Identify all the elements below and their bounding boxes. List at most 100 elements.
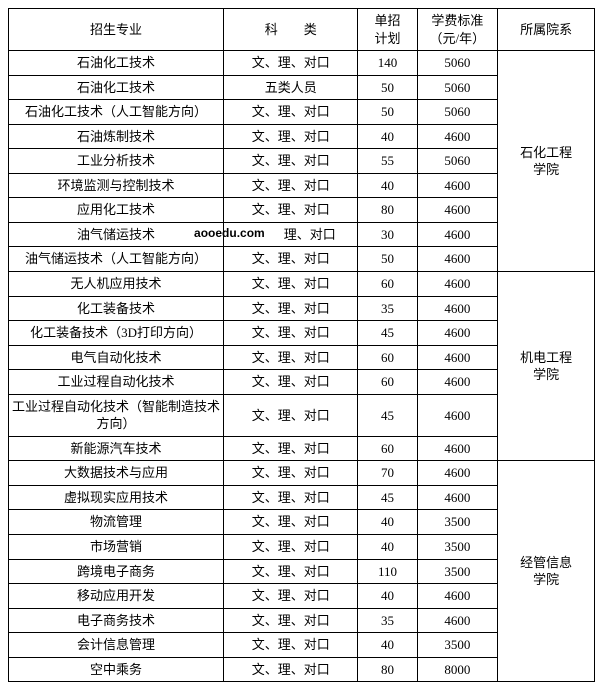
header-category: 科 类 bbox=[224, 9, 358, 51]
cell-major: 移动应用开发 bbox=[9, 584, 224, 609]
cell-tuition: 4600 bbox=[417, 272, 498, 297]
cell-category: 文、理、对口 bbox=[224, 394, 358, 436]
cell-category: 文、理、对口 bbox=[224, 124, 358, 149]
cell-category: 文、理、对口 bbox=[224, 100, 358, 125]
cell-tuition: 4600 bbox=[417, 124, 498, 149]
table-row: 无人机应用技术文、理、对口604600机电工程学院 bbox=[9, 272, 595, 297]
cell-tuition: 4600 bbox=[417, 485, 498, 510]
cell-plan: 40 bbox=[358, 510, 417, 535]
cell-plan: 55 bbox=[358, 149, 417, 174]
cell-tuition: 4600 bbox=[417, 173, 498, 198]
cell-category: 文、理、对口 bbox=[224, 51, 358, 76]
cell-category: 文、理、对口 bbox=[224, 345, 358, 370]
cell-category: 文、理、对口 bbox=[224, 485, 358, 510]
cell-tuition: 4600 bbox=[417, 198, 498, 223]
cell-tuition: 3500 bbox=[417, 510, 498, 535]
cell-category: 文、理、对口 bbox=[224, 272, 358, 297]
cell-category: 文、理、对口 bbox=[224, 198, 358, 223]
cell-major: 跨境电子商务 bbox=[9, 559, 224, 584]
cell-major: 油气储运技术 bbox=[9, 222, 224, 247]
header-tuition: 学费标准（元/年） bbox=[417, 9, 498, 51]
cell-plan: 40 bbox=[358, 584, 417, 609]
cell-major: 工业过程自动化技术（智能制造技术方向） bbox=[9, 394, 224, 436]
cell-major: 石油化工技术 bbox=[9, 51, 224, 76]
cell-plan: 110 bbox=[358, 559, 417, 584]
cell-department: 石化工程学院 bbox=[498, 51, 595, 272]
cell-category: 五类人员 bbox=[224, 75, 358, 100]
cell-category: 文、理、对口 bbox=[224, 584, 358, 609]
header-plan: 单招计划 bbox=[358, 9, 417, 51]
cell-tuition: 4600 bbox=[417, 394, 498, 436]
cell-major: 新能源汽车技术 bbox=[9, 436, 224, 461]
cell-tuition: 5060 bbox=[417, 75, 498, 100]
cell-plan: 40 bbox=[358, 124, 417, 149]
cell-category: 文、理、对口 bbox=[224, 633, 358, 658]
cell-category: 文、理、对口 bbox=[224, 321, 358, 346]
cell-tuition: 4600 bbox=[417, 222, 498, 247]
cell-major: 化工装备技术（3D打印方向） bbox=[9, 321, 224, 346]
cell-plan: 50 bbox=[358, 75, 417, 100]
cell-plan: 35 bbox=[358, 608, 417, 633]
cell-category: 文、理、对口 bbox=[224, 510, 358, 535]
cell-category: 文、理、对口 bbox=[224, 173, 358, 198]
cell-category: 文、理、对口 bbox=[224, 370, 358, 395]
cell-plan: 60 bbox=[358, 370, 417, 395]
cell-plan: 80 bbox=[358, 198, 417, 223]
cell-tuition: 4600 bbox=[417, 461, 498, 486]
cell-plan: 80 bbox=[358, 657, 417, 682]
cell-tuition: 4600 bbox=[417, 584, 498, 609]
cell-plan: 60 bbox=[358, 436, 417, 461]
cell-plan: 45 bbox=[358, 485, 417, 510]
cell-major: 化工装备技术 bbox=[9, 296, 224, 321]
cell-category: 文、理、对口 bbox=[224, 296, 358, 321]
cell-category: 文、理、对口 bbox=[224, 657, 358, 682]
cell-tuition: 5060 bbox=[417, 100, 498, 125]
cell-tuition: 4600 bbox=[417, 608, 498, 633]
cell-major: 市场营销 bbox=[9, 535, 224, 560]
cell-major: 虚拟现实应用技术 bbox=[9, 485, 224, 510]
cell-plan: 40 bbox=[358, 633, 417, 658]
cell-plan: 60 bbox=[358, 272, 417, 297]
table-row: 大数据技术与应用文、理、对口704600经管信息学院 bbox=[9, 461, 595, 486]
cell-major: 大数据技术与应用 bbox=[9, 461, 224, 486]
table-row: 石油化工技术文、理、对口1405060石化工程学院 bbox=[9, 51, 595, 76]
cell-major: 应用化工技术 bbox=[9, 198, 224, 223]
cell-tuition: 4600 bbox=[417, 370, 498, 395]
cell-plan: 60 bbox=[358, 345, 417, 370]
cell-tuition: 4600 bbox=[417, 296, 498, 321]
table-header-row: 招生专业 科 类 单招计划 学费标准（元/年） 所属院系 bbox=[9, 9, 595, 51]
cell-major: 电气自动化技术 bbox=[9, 345, 224, 370]
cell-tuition: 4600 bbox=[417, 345, 498, 370]
cell-tuition: 3500 bbox=[417, 535, 498, 560]
cell-plan: 40 bbox=[358, 535, 417, 560]
cell-major: 石油炼制技术 bbox=[9, 124, 224, 149]
cell-category: 文、理、对口 bbox=[224, 149, 358, 174]
cell-plan: 70 bbox=[358, 461, 417, 486]
cell-major: 空中乘务 bbox=[9, 657, 224, 682]
cell-plan: 30 bbox=[358, 222, 417, 247]
cell-category: 文、理、对口 bbox=[224, 247, 358, 272]
cell-major: 电子商务技术 bbox=[9, 608, 224, 633]
cell-plan: 45 bbox=[358, 321, 417, 346]
cell-plan: 50 bbox=[358, 247, 417, 272]
cell-plan: 140 bbox=[358, 51, 417, 76]
cell-tuition: 4600 bbox=[417, 321, 498, 346]
cell-major: 无人机应用技术 bbox=[9, 272, 224, 297]
header-major: 招生专业 bbox=[9, 9, 224, 51]
cell-major: 环境监测与控制技术 bbox=[9, 173, 224, 198]
cell-category: 文、理、对口 bbox=[224, 608, 358, 633]
cell-department: 机电工程学院 bbox=[498, 272, 595, 461]
cell-major: 石油化工技术（人工智能方向） bbox=[9, 100, 224, 125]
cell-plan: 45 bbox=[358, 394, 417, 436]
cell-plan: 50 bbox=[358, 100, 417, 125]
cell-category: 文、理、对口 bbox=[224, 436, 358, 461]
cell-tuition: 5060 bbox=[417, 149, 498, 174]
cell-category: aooedu.com理、对口 bbox=[224, 222, 358, 247]
cell-tuition: 4600 bbox=[417, 436, 498, 461]
cell-major: 工业过程自动化技术 bbox=[9, 370, 224, 395]
cell-plan: 40 bbox=[358, 173, 417, 198]
cell-plan: 35 bbox=[358, 296, 417, 321]
cell-category: 文、理、对口 bbox=[224, 461, 358, 486]
cell-tuition: 8000 bbox=[417, 657, 498, 682]
cell-category-text: 理、对口 bbox=[284, 227, 336, 242]
